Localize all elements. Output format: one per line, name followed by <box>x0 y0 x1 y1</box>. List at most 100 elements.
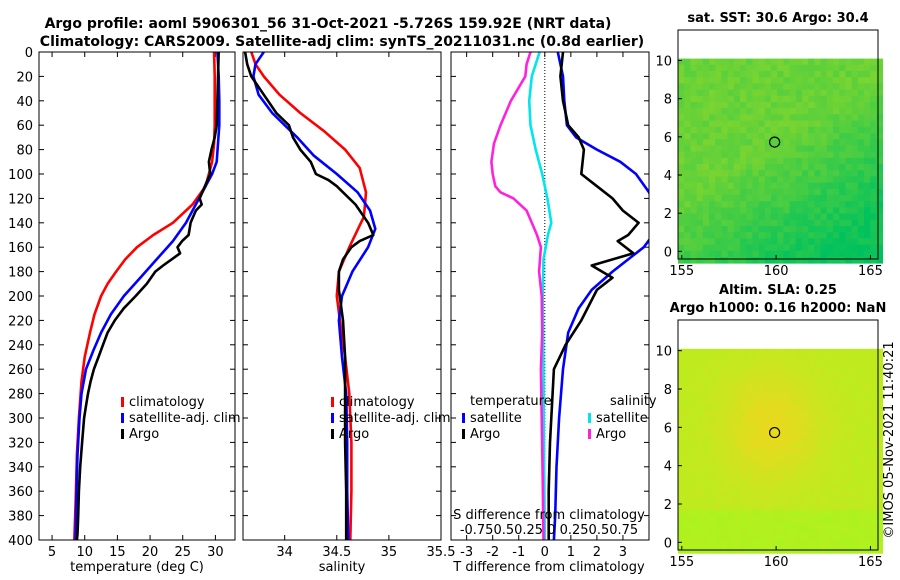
map-cell <box>752 195 759 202</box>
map-cell <box>733 176 741 183</box>
map-cell <box>690 58 697 66</box>
map-cell <box>808 367 815 374</box>
map-cell <box>684 102 691 109</box>
map-cell <box>777 77 784 84</box>
map-cell <box>740 540 747 548</box>
map-cell <box>727 145 735 152</box>
map-cell <box>820 219 828 227</box>
map-cell <box>783 219 790 227</box>
map-cell <box>789 503 797 511</box>
map-cell <box>876 373 883 381</box>
map-cell <box>727 250 735 258</box>
map-cell <box>777 392 784 399</box>
map-cell <box>857 145 865 152</box>
map-cell <box>851 108 859 115</box>
map-cell <box>864 441 871 449</box>
map-cell <box>777 139 784 146</box>
map-cell <box>727 509 735 517</box>
map-cell <box>715 170 722 177</box>
map-cell <box>696 379 704 387</box>
map-cell <box>771 354 778 362</box>
map-cell <box>851 478 859 486</box>
map-cell <box>820 213 828 221</box>
map-cell <box>845 534 852 542</box>
map-cell <box>746 367 753 374</box>
map-cell <box>839 232 846 239</box>
map-cell <box>740 219 747 227</box>
map-cell <box>826 435 834 443</box>
map-cell <box>721 213 728 221</box>
map-cell <box>752 182 759 190</box>
map-cell <box>758 354 766 362</box>
map-cell <box>690 485 697 492</box>
map-cell <box>851 435 859 443</box>
map-cell <box>752 213 759 221</box>
map-cell <box>684 201 691 208</box>
map-cell <box>678 139 685 146</box>
map-cell <box>814 392 821 399</box>
map-cell <box>733 441 741 449</box>
map-cell <box>709 77 716 84</box>
map-cell <box>845 454 852 461</box>
map-cell <box>876 83 883 90</box>
map-cell <box>684 89 691 97</box>
map-cell <box>758 195 766 202</box>
map-cell <box>802 447 809 455</box>
map-cell <box>721 528 728 536</box>
map-cell <box>721 77 728 84</box>
map-cell <box>870 176 877 183</box>
map-cell <box>845 367 852 374</box>
map-cell <box>783 497 790 505</box>
map-cell <box>876 441 883 449</box>
map-cell <box>845 64 852 72</box>
map-cell <box>802 491 809 498</box>
map-cell <box>752 188 759 196</box>
map-cell <box>678 540 685 548</box>
map-cell <box>733 71 741 78</box>
map-cell <box>764 423 772 430</box>
map-y-tick-label: 6 <box>664 421 672 436</box>
map-cell <box>820 404 828 412</box>
map-cell <box>808 176 815 183</box>
map-cell <box>696 466 704 474</box>
map-cell <box>783 250 790 258</box>
map-cell <box>833 509 840 517</box>
map-cell <box>715 126 722 134</box>
map-cell <box>746 164 753 171</box>
map-cell <box>783 244 790 252</box>
map-cell <box>702 64 710 72</box>
map-cell <box>876 58 883 66</box>
map-cell <box>845 77 852 84</box>
map-cell <box>864 472 871 480</box>
map-cell <box>783 392 790 399</box>
map-cell <box>851 151 859 159</box>
map-cell <box>876 102 883 109</box>
map-cell <box>752 466 759 474</box>
map-cell <box>777 447 784 455</box>
map-cell <box>696 182 704 190</box>
map-cell <box>746 151 753 159</box>
map-cell <box>696 157 704 165</box>
map-cell <box>789 454 797 461</box>
map-cell <box>764 447 772 455</box>
map-cell <box>870 423 877 430</box>
map-cell <box>771 102 778 109</box>
map-cell <box>758 379 766 387</box>
map-cell <box>764 516 772 523</box>
map-cell <box>740 404 747 412</box>
map-cell <box>826 454 834 461</box>
map-cell <box>826 219 834 227</box>
map-cell <box>764 151 772 159</box>
difference-legend: temperature salinity satellite Argo sate… <box>462 394 657 442</box>
map-cell <box>820 176 828 183</box>
map-cell <box>727 207 735 214</box>
map-cell <box>764 145 772 152</box>
map-cell <box>740 435 747 443</box>
map-cell <box>826 540 834 548</box>
map-cell <box>721 188 728 196</box>
map-cell <box>814 58 821 66</box>
map-cell <box>752 354 759 362</box>
map-cell <box>845 460 852 467</box>
map-cell <box>777 244 784 252</box>
map-cell <box>820 89 828 97</box>
